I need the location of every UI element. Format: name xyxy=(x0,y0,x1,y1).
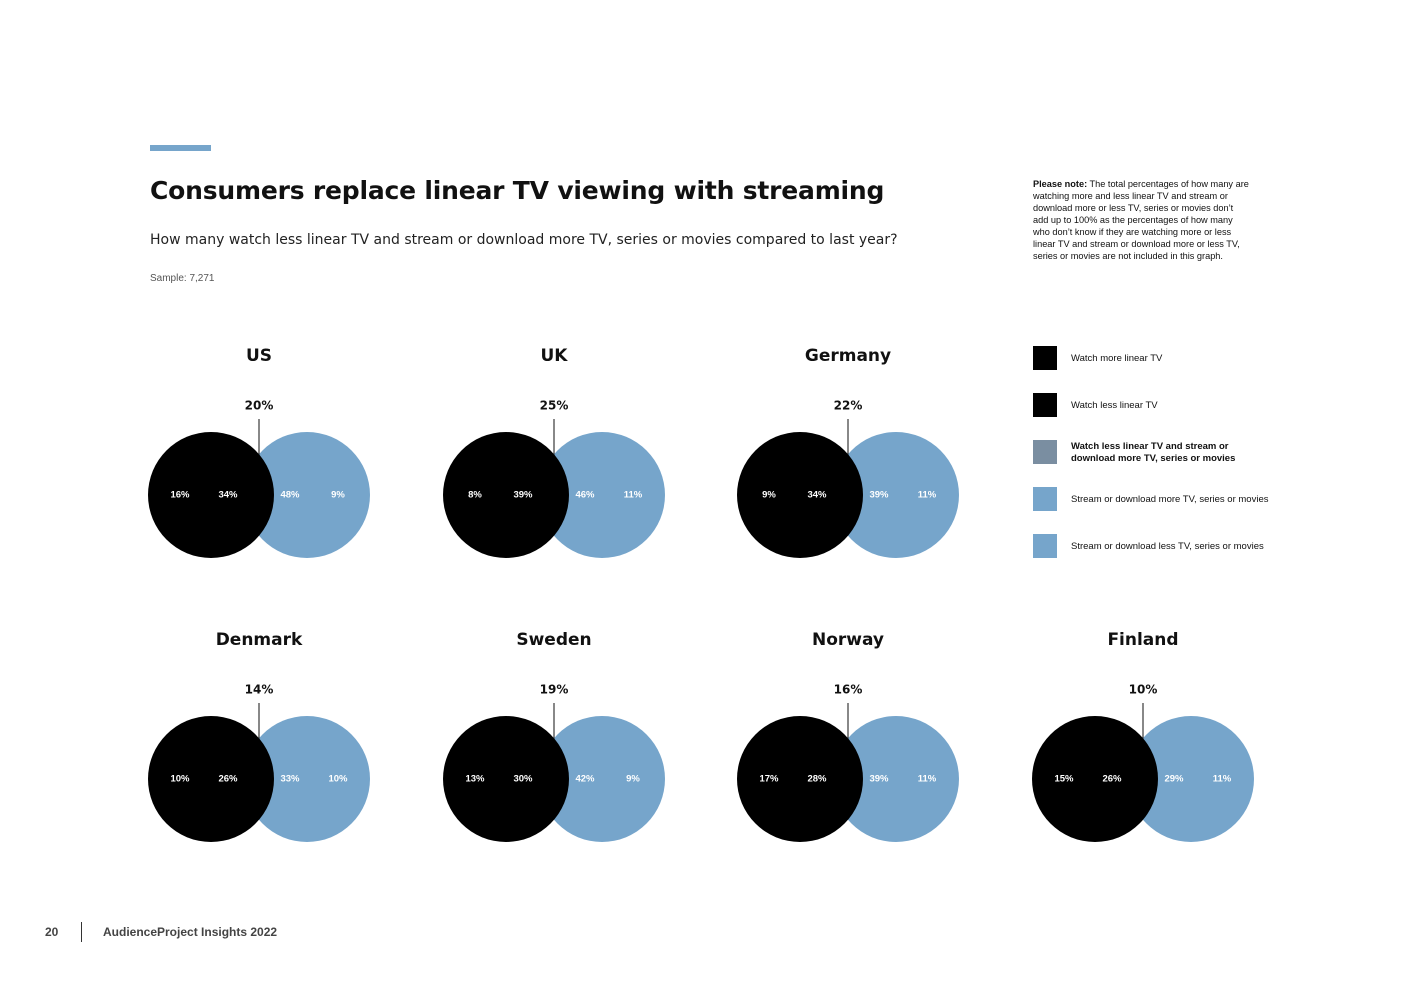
country-label: Finland xyxy=(1107,630,1178,650)
note-text: Please note: The total percentages of ho… xyxy=(1033,178,1249,262)
more-linear-value: 15% xyxy=(1054,774,1074,785)
more-stream-value: 29% xyxy=(1164,774,1184,785)
venn-us xyxy=(148,419,370,558)
legend-item-less-stream: Stream or download less TV, series or mo… xyxy=(1033,534,1273,560)
linear-circle xyxy=(1032,716,1158,842)
note-body: The total percentages of how many are wa… xyxy=(1033,179,1249,261)
more-stream-value: 42% xyxy=(575,774,595,785)
more-linear-value: 17% xyxy=(759,774,779,785)
country-label: Denmark xyxy=(216,630,303,650)
legend-label: Stream or download less TV, series or mo… xyxy=(1071,541,1264,552)
overlap-total-label: 10% xyxy=(1129,683,1158,697)
more-linear-value: 16% xyxy=(170,490,190,501)
legend-item-more-linear: Watch more linear TV xyxy=(1033,346,1273,372)
country-label: US xyxy=(246,346,272,366)
less-stream-value: 11% xyxy=(918,490,937,501)
country-label: Germany xyxy=(805,346,891,366)
venn-germany xyxy=(737,419,959,558)
streaming-circle xyxy=(833,432,959,558)
streaming-circle xyxy=(244,716,370,842)
country-label: UK xyxy=(541,346,569,366)
legend-label: Watch less linear TV and stream or downl… xyxy=(1071,441,1236,464)
legend-item-more-stream: Stream or download more TV, series or mo… xyxy=(1033,487,1273,513)
legend-label: Watch less linear TV xyxy=(1071,400,1158,411)
more-linear-value: 8% xyxy=(468,490,482,501)
legend-swatch xyxy=(1033,487,1057,511)
country-label: Norway xyxy=(812,630,884,650)
linear-circle xyxy=(443,432,569,558)
less-linear-value: 26% xyxy=(218,774,238,785)
linear-circle xyxy=(443,716,569,842)
footer-title: AudienceProject Insights 2022 xyxy=(103,925,278,939)
venn-norway xyxy=(737,703,959,842)
more-stream-value: 33% xyxy=(280,774,300,785)
streaming-circle xyxy=(244,432,370,558)
venn-sweden xyxy=(443,703,665,842)
streaming-circle xyxy=(539,716,665,842)
linear-circle xyxy=(737,716,863,842)
more-linear-value: 10% xyxy=(170,774,190,785)
less-linear-value: 28% xyxy=(807,774,827,785)
note-label: Please note: xyxy=(1033,179,1088,189)
more-stream-value: 39% xyxy=(869,774,889,785)
page-subtitle: How many watch less linear TV and stream… xyxy=(150,232,898,248)
more-stream-value: 46% xyxy=(575,490,595,501)
less-stream-value: 10% xyxy=(328,774,348,785)
legend-label: Stream or download more TV, series or mo… xyxy=(1071,494,1269,505)
streaming-circle xyxy=(1128,716,1254,842)
more-linear-value: 9% xyxy=(762,490,776,501)
legend-item-less-linear: Watch less linear TV xyxy=(1033,393,1273,419)
legend-swatch xyxy=(1033,393,1057,417)
overlap-total-label: 22% xyxy=(834,399,863,413)
legend-label: Watch more linear TV xyxy=(1071,353,1163,364)
sample-size: Sample: 7,271 xyxy=(150,273,215,284)
footer-divider xyxy=(81,922,82,942)
less-linear-value: 39% xyxy=(513,490,533,501)
legend-swatch xyxy=(1033,534,1057,558)
less-linear-value: 26% xyxy=(1102,774,1122,785)
venn-uk xyxy=(443,419,665,558)
less-stream-value: 9% xyxy=(331,490,345,501)
more-stream-value: 48% xyxy=(280,490,300,501)
legend-swatch xyxy=(1033,440,1057,464)
less-linear-value: 34% xyxy=(218,490,238,501)
less-stream-value: 11% xyxy=(1213,774,1232,785)
overlap-total-label: 19% xyxy=(540,683,569,697)
page-number: 20 xyxy=(45,925,59,939)
overlap-total-label: 14% xyxy=(245,683,274,697)
linear-circle xyxy=(737,432,863,558)
streaming-circle xyxy=(539,432,665,558)
legend-swatch xyxy=(1033,346,1057,370)
linear-circle xyxy=(148,716,274,842)
less-linear-value: 34% xyxy=(807,490,827,501)
page-title: Consumers replace linear TV viewing with… xyxy=(150,176,885,205)
accent-bar xyxy=(150,145,211,151)
less-stream-value: 9% xyxy=(626,774,640,785)
less-linear-value: 30% xyxy=(513,774,533,785)
venn-denmark xyxy=(148,703,370,842)
overlap-total-label: 20% xyxy=(245,399,274,413)
overlap-total-label: 16% xyxy=(834,683,863,697)
overlap-total-label: 25% xyxy=(540,399,569,413)
venn-finland xyxy=(1032,703,1254,842)
country-label: Sweden xyxy=(516,630,591,650)
less-stream-value: 11% xyxy=(624,490,643,501)
linear-circle xyxy=(148,432,274,558)
more-linear-value: 13% xyxy=(465,774,485,785)
legend-item-overlap: Watch less linear TV and stream or downl… xyxy=(1033,440,1273,466)
less-stream-value: 11% xyxy=(918,774,937,785)
streaming-circle xyxy=(833,716,959,842)
more-stream-value: 39% xyxy=(869,490,889,501)
